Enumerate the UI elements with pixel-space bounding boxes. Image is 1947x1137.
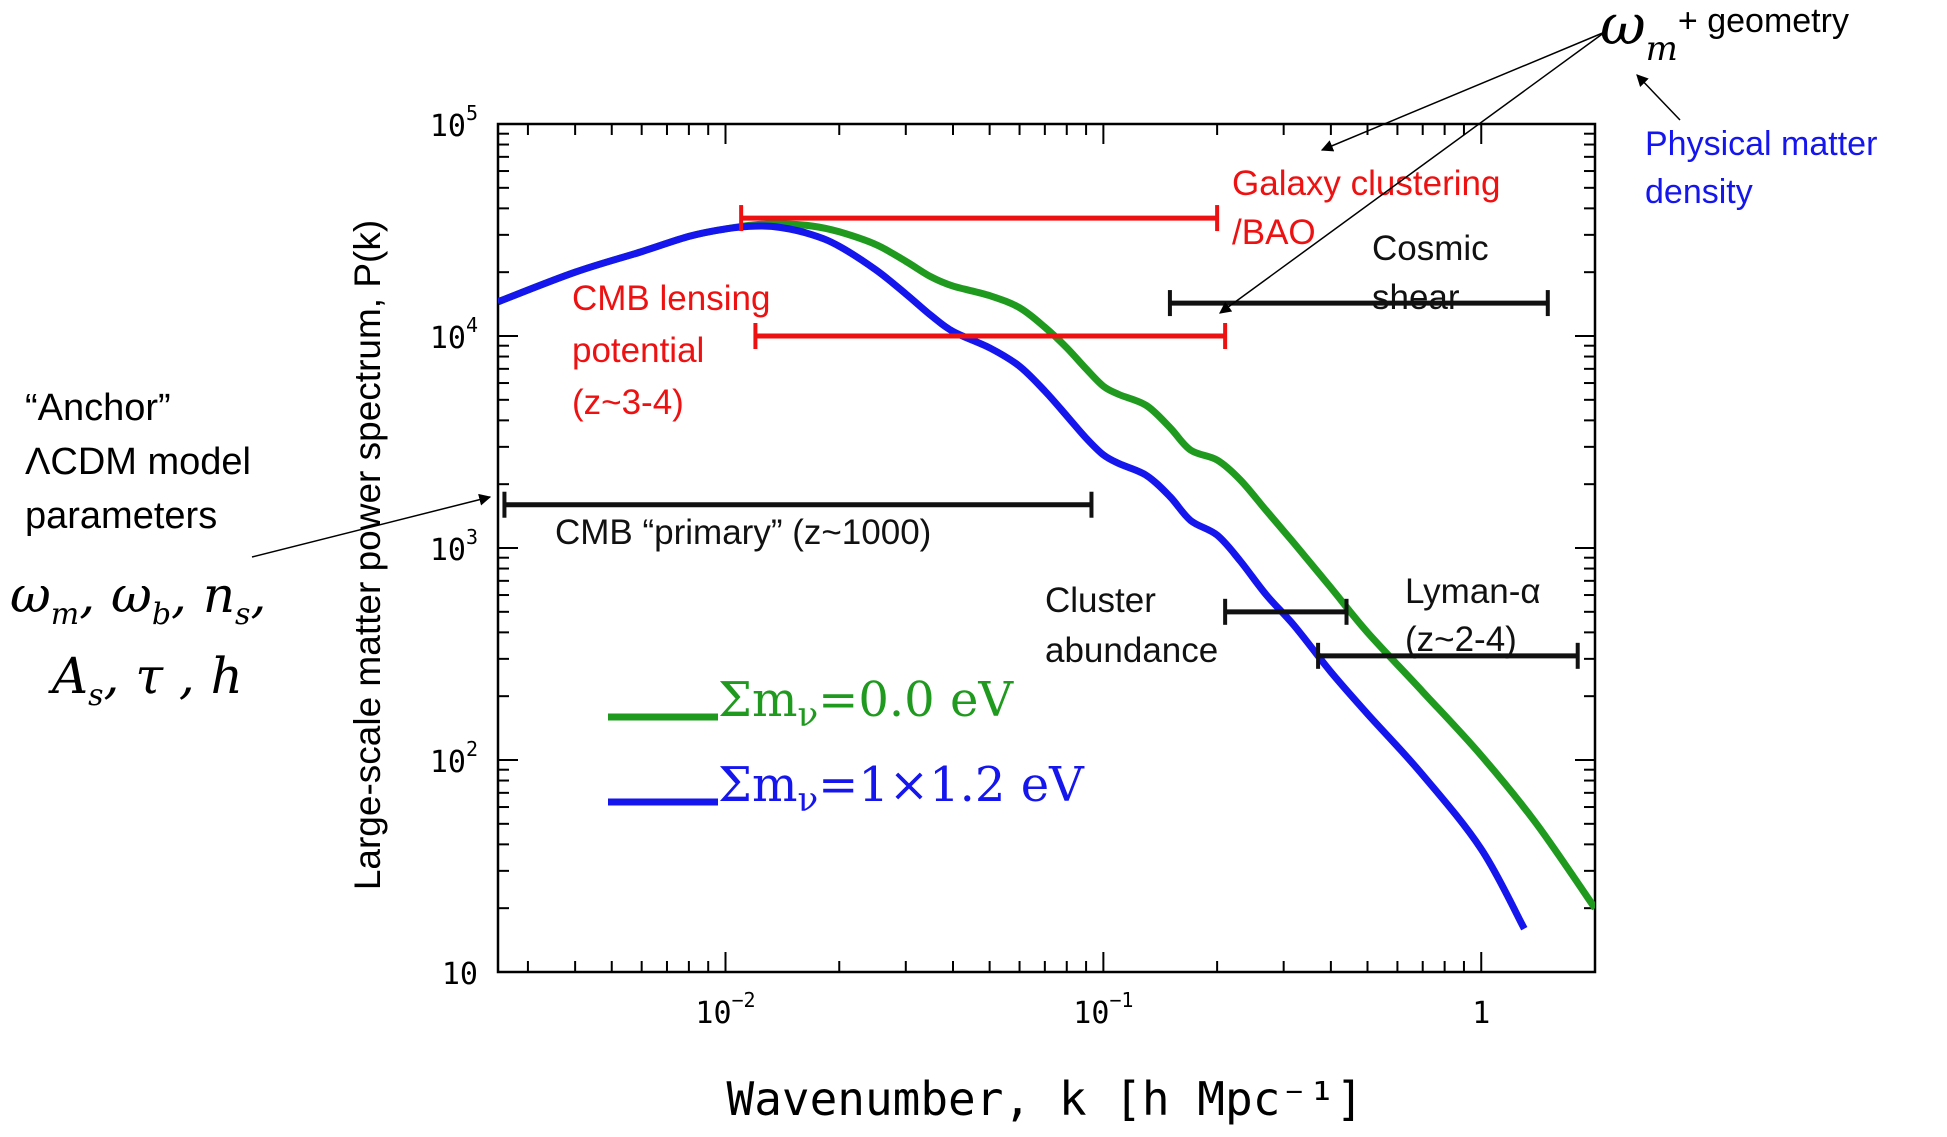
legend: Σmν=0.0 eV Σmν=1×1.2 eV: [608, 672, 1085, 820]
range-label-line: CMB “primary” (z~1000): [555, 513, 931, 552]
legend-label-green: Σmν=0.0 eV: [718, 672, 1014, 735]
y-tick-mantissa: 10: [430, 321, 466, 356]
y-tick-label: 10: [442, 957, 478, 992]
physical-density-label: Physical matter density: [1645, 125, 1887, 211]
range-label-line: Galaxy clustering: [1232, 164, 1500, 203]
range-label-line: CMB lensing: [572, 279, 770, 318]
y-tick-exponent: 3: [466, 525, 478, 549]
y-tick-label: 105: [430, 101, 478, 144]
range-label-line: Lyman-α: [1405, 572, 1541, 611]
range-label-line: Cosmic: [1372, 229, 1489, 268]
range-label: CMB “primary” (z~1000): [555, 513, 931, 552]
measurement-ranges: Galaxy clustering/BAO CMB lensing potentia…: [502, 164, 1580, 670]
anchor-label: “Anchor” ΛCDM model parameters: [25, 387, 262, 537]
range-label-line: Cluster: [1045, 581, 1156, 620]
x-tick-labels: 10−2 10−1 1: [695, 988, 1490, 1031]
y-axis-label: Large-scale matter power spectrum, P(k): [347, 220, 388, 890]
y-tick-exponent: 2: [466, 737, 478, 761]
y-tick-exponent: 4: [466, 313, 478, 337]
x-tick-exponent: −2: [732, 988, 756, 1012]
y-tick-label: 102: [430, 737, 478, 780]
arrow-to-cmb-primary: [251, 493, 492, 558]
y-tick-label: 103: [430, 525, 478, 568]
range-label-line: (z~2-4): [1405, 620, 1517, 659]
y-tick-label: 104: [430, 313, 478, 356]
geometry-label: ωm+ geometry: [1600, 0, 1849, 69]
range-label-line: abundance: [1045, 631, 1218, 670]
x-tick-mantissa: 1: [1472, 996, 1490, 1031]
range-label-line: potential: [572, 331, 704, 370]
y-tick-mantissa: 10: [430, 745, 466, 780]
y-tick-mantissa: 10: [430, 533, 466, 568]
x-tick-label: 1: [1472, 996, 1490, 1031]
params-line-1: ωm, ωb, ns,: [10, 566, 266, 632]
axis-ticks: [498, 123, 1596, 973]
y-tick-exponent: 5: [466, 101, 478, 125]
params-line-2: As, τ , h: [48, 647, 243, 713]
range-label: Galaxy clustering/BAO: [1232, 164, 1500, 252]
y-tick-mantissa: 10: [430, 109, 466, 144]
x-tick-mantissa: 10: [695, 996, 731, 1031]
arrow-to-lensing: [1219, 31, 1606, 314]
x-tick-exponent: −1: [1109, 988, 1133, 1012]
range-label: Cluster abundance: [1045, 581, 1218, 670]
arrow-to-omega: [1636, 74, 1681, 121]
x-tick-label: 10−2: [695, 988, 755, 1031]
range-label-line: (z~3-4): [572, 383, 684, 422]
x-tick-mantissa: 10: [1073, 996, 1109, 1031]
legend-label-blue: Σmν=1×1.2 eV: [718, 757, 1085, 820]
range-label: CMB lensing potential (z~3-4): [572, 279, 770, 422]
range-label: Lyman-α (z~2-4): [1405, 572, 1541, 659]
x-axis-label: Wavenumber, k [h Mpc⁻¹]: [727, 1072, 1364, 1126]
y-tick-mantissa: 10: [442, 957, 478, 992]
range-label-line: /BAO: [1232, 213, 1316, 252]
range-label-line: shear: [1372, 278, 1460, 317]
x-tick-label: 10−1: [1073, 988, 1133, 1031]
arrow-to-galaxy: [1320, 31, 1606, 152]
curve-massive-neutrino: [498, 222, 1528, 931]
range-label: Cosmic shear: [1372, 229, 1489, 317]
